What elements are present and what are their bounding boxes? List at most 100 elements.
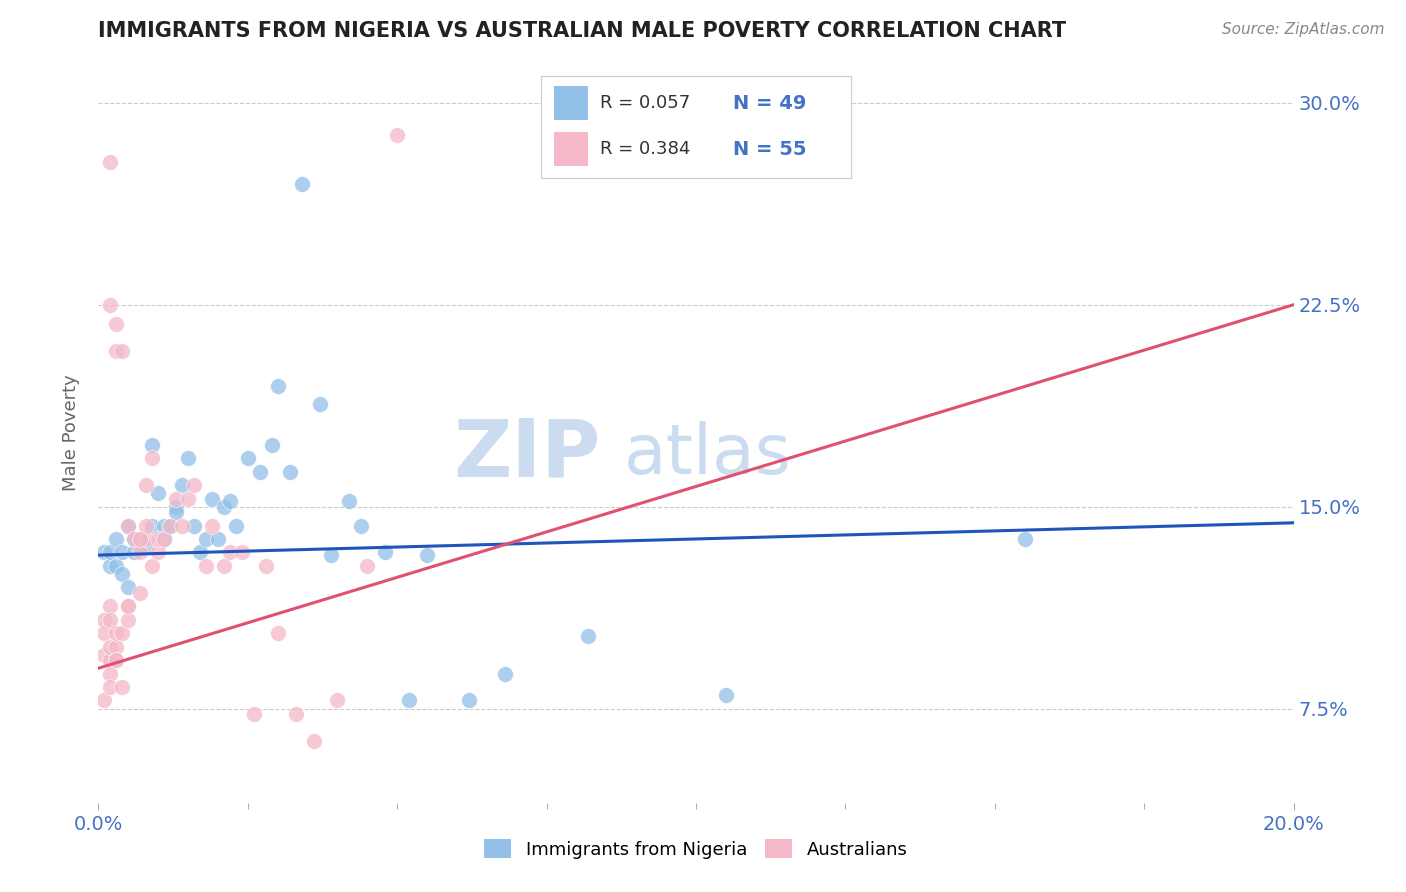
Point: [98, 613, 122, 627]
Point: [219, 545, 242, 559]
Point: [225, 518, 247, 533]
Point: [135, 532, 157, 546]
Point: [398, 693, 420, 707]
Point: [236, 451, 259, 466]
Text: Source: ZipAtlas.com: Source: ZipAtlas.com: [1222, 22, 1385, 37]
Point: [117, 599, 139, 614]
Point: [105, 558, 128, 573]
Point: [212, 558, 235, 573]
Text: ZIP: ZIP: [453, 416, 600, 494]
FancyBboxPatch shape: [554, 87, 588, 120]
Point: [153, 532, 176, 546]
Point: [219, 494, 242, 508]
Point: [117, 599, 139, 614]
Point: [172, 478, 194, 492]
Point: [141, 518, 163, 533]
Point: [98, 155, 122, 169]
Point: [188, 545, 211, 559]
Text: atlas: atlas: [624, 421, 792, 488]
Point: [111, 566, 134, 581]
Point: [111, 545, 134, 559]
Point: [284, 706, 307, 721]
Point: [98, 545, 122, 559]
Point: [416, 548, 439, 562]
Point: [159, 518, 181, 533]
Point: [111, 626, 134, 640]
Legend: Immigrants from Nigeria, Australians: Immigrants from Nigeria, Australians: [475, 830, 917, 868]
Point: [98, 298, 122, 312]
Point: [124, 532, 146, 546]
Text: N = 49: N = 49: [733, 94, 807, 112]
Point: [111, 680, 134, 694]
Point: [117, 613, 139, 627]
Text: R = 0.057: R = 0.057: [600, 94, 690, 112]
Point: [177, 491, 200, 506]
Point: [98, 599, 122, 614]
Point: [105, 532, 128, 546]
Point: [105, 653, 128, 667]
Point: [153, 518, 176, 533]
Point: [165, 505, 187, 519]
Point: [135, 478, 157, 492]
Point: [105, 626, 128, 640]
Point: [135, 518, 157, 533]
Point: [374, 545, 396, 559]
Point: [385, 128, 409, 142]
Point: [201, 518, 224, 533]
Point: [165, 500, 187, 514]
Point: [148, 486, 170, 500]
Point: [129, 532, 152, 546]
Point: [124, 545, 146, 559]
Point: [111, 343, 134, 358]
Point: [153, 532, 176, 546]
Point: [105, 640, 128, 654]
Point: [93, 626, 115, 640]
Point: [129, 532, 152, 546]
Point: [249, 465, 271, 479]
Point: [141, 451, 163, 466]
Point: [321, 548, 343, 562]
Point: [93, 648, 115, 662]
Point: [129, 586, 152, 600]
Point: [714, 688, 737, 702]
Text: IMMIGRANTS FROM NIGERIA VS AUSTRALIAN MALE POVERTY CORRELATION CHART: IMMIGRANTS FROM NIGERIA VS AUSTRALIAN MA…: [98, 21, 1067, 41]
Point: [207, 532, 229, 546]
Point: [212, 500, 235, 514]
Point: [350, 518, 373, 533]
Point: [117, 518, 139, 533]
Point: [183, 478, 205, 492]
Point: [148, 532, 170, 546]
Point: [231, 545, 253, 559]
Point: [129, 545, 152, 559]
Point: [93, 693, 115, 707]
Point: [98, 558, 122, 573]
Point: [165, 491, 187, 506]
Point: [183, 518, 205, 533]
Point: [339, 494, 361, 508]
Point: [291, 177, 314, 191]
Text: N = 55: N = 55: [733, 140, 807, 159]
Point: [243, 706, 266, 721]
Point: [308, 397, 330, 411]
Point: [93, 545, 115, 559]
Point: [494, 666, 516, 681]
Point: [98, 680, 122, 694]
Point: [254, 558, 277, 573]
Point: [195, 532, 218, 546]
Y-axis label: Male Poverty: Male Poverty: [62, 375, 80, 491]
Point: [458, 693, 481, 707]
Point: [260, 438, 283, 452]
Point: [135, 540, 157, 554]
Point: [98, 666, 122, 681]
Point: [98, 653, 122, 667]
Point: [148, 545, 170, 559]
Point: [141, 438, 163, 452]
Point: [278, 465, 301, 479]
Point: [98, 640, 122, 654]
Point: [172, 518, 194, 533]
Point: [356, 558, 378, 573]
Point: [105, 343, 128, 358]
Point: [267, 626, 290, 640]
Point: [201, 491, 224, 506]
Point: [267, 378, 290, 392]
